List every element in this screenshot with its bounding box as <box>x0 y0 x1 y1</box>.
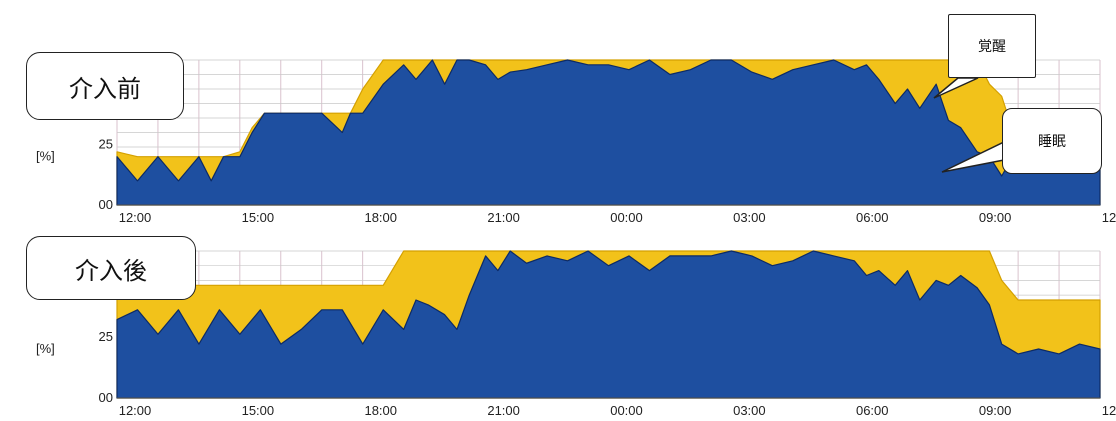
sleep-area-series <box>116 250 1101 399</box>
x-tick-label: 21:00 <box>487 403 520 418</box>
x-tick-label: 12:00 <box>119 210 152 225</box>
legend-sleep-callout: 睡眠 <box>1002 108 1102 174</box>
x-tick-label: 09:00 <box>979 403 1012 418</box>
x-tick-label: 00:00 <box>610 403 643 418</box>
label-before-intervention: 介入前 <box>26 52 184 120</box>
y-tick-label: 00 <box>99 390 113 405</box>
x-tick-label: 00:00 <box>610 210 643 225</box>
x-tick-label: 03:00 <box>733 210 766 225</box>
x-tick-label: 15:00 <box>242 403 275 418</box>
x-tick-label: 15:00 <box>242 210 275 225</box>
legend-wake-callout: 覚醒 <box>948 14 1036 78</box>
x-tick-label: 09:00 <box>979 210 1012 225</box>
x-tick-label: 06:00 <box>856 403 889 418</box>
wake-callout-pointer <box>933 77 979 99</box>
y-axis-label: [%] <box>36 341 55 356</box>
x-tick-label: 21:00 <box>487 210 520 225</box>
y-tick-label: 25 <box>99 137 113 152</box>
x-tick-label: 12:00 <box>119 403 152 418</box>
x-tick-label: 06:00 <box>856 210 889 225</box>
x-tick-label: 18:00 <box>364 403 397 418</box>
y-tick-label: 25 <box>99 329 113 344</box>
x-tick-label: 12:00 <box>1102 210 1116 225</box>
y-tick-label: 00 <box>99 197 113 212</box>
chart-before: 002550[%]12:0015:0018:0021:0000:0003:000… <box>36 59 1116 225</box>
sleep-area-series <box>116 59 1101 206</box>
label-after-intervention: 介入後 <box>26 236 196 300</box>
chart-after: 002550[%]12:0015:0018:0021:0000:0003:000… <box>36 250 1116 418</box>
x-tick-label: 18:00 <box>364 210 397 225</box>
x-tick-label: 03:00 <box>733 403 766 418</box>
x-tick-label: 12:00 <box>1102 403 1116 418</box>
y-axis-label: [%] <box>36 149 55 164</box>
